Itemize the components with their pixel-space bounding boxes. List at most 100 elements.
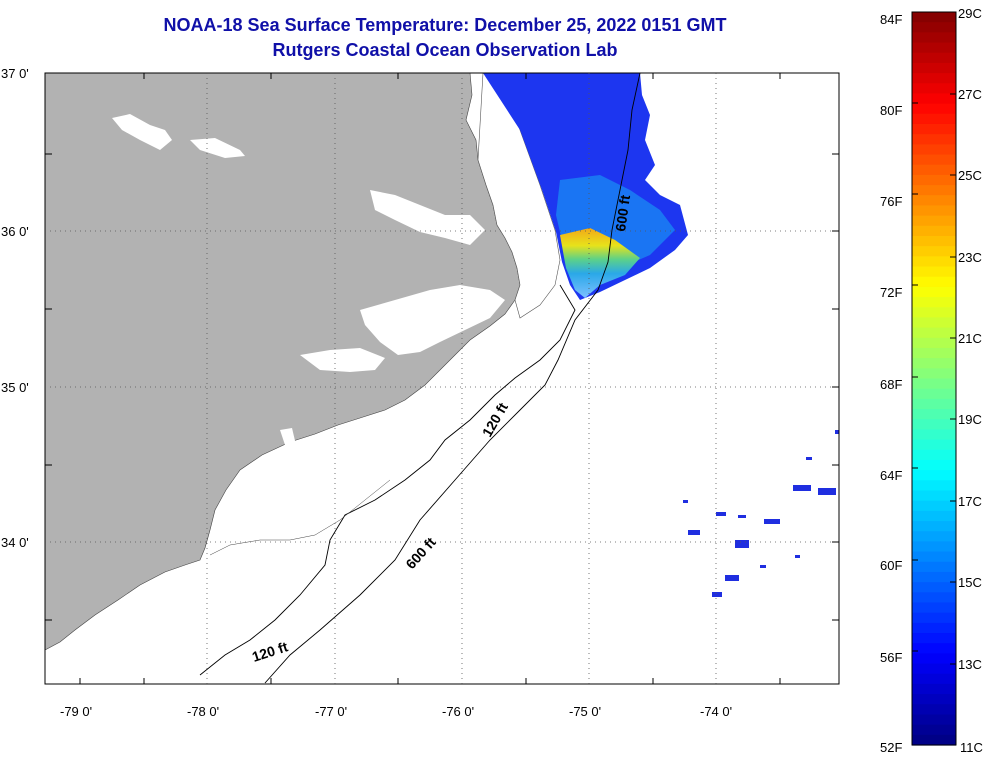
colorbar-c-13: 13C: [958, 657, 982, 672]
sound-albemarle: [370, 190, 485, 245]
colorbar-cell: [912, 103, 956, 115]
colorbar-cell: [912, 378, 956, 390]
map-frame: [44, 72, 840, 685]
lon-label-77: -77 0': [315, 704, 347, 719]
colorbar-cell: [912, 123, 956, 135]
colorbar-cell: [912, 734, 956, 746]
colorbar-cell: [912, 429, 956, 441]
colorbar-f-68: 68F: [880, 377, 902, 392]
colorbar-f-80: 80F: [880, 103, 902, 118]
colorbar-c-17: 17C: [958, 494, 982, 509]
colorbar-c-15: 15C: [958, 575, 982, 590]
lon-label-74: -74 0': [700, 704, 732, 719]
colorbar-cell: [912, 62, 956, 74]
coastline-detail: [209, 479, 391, 556]
graticule: [45, 73, 839, 684]
colorbar-cell: [912, 714, 956, 726]
map-subtitle: Rutgers Coastal Ocean Observation Lab: [272, 40, 618, 60]
colorbar-cell: [912, 215, 956, 227]
lon-label-75: -75 0': [569, 704, 601, 719]
sound-inlet: [112, 114, 172, 150]
colorbar-c-11: 11C: [960, 740, 983, 755]
colorbar-c-29: 29C: [958, 6, 982, 21]
colorbar-c-19: 19C: [958, 412, 982, 427]
colorbar-ticks: [912, 93, 956, 665]
colorbar-cell: [912, 225, 956, 237]
colorbar-cell: [912, 490, 956, 502]
lake: [190, 138, 245, 158]
colorbar-cell: [912, 683, 956, 695]
colorbar-cell: [912, 643, 956, 654]
colorbar-cell: [912, 144, 956, 156]
colorbar-c-23: 23C: [958, 250, 982, 265]
sst-swath-warm: [560, 228, 640, 298]
colorbar-cell: [912, 307, 956, 319]
lat-label-36: 36 0': [1, 224, 29, 239]
colorbar-f-60: 60F: [880, 558, 902, 573]
colorbar-cell: [912, 633, 956, 644]
colorbar-cell: [912, 317, 956, 329]
colorbar-c-21: 21C: [958, 331, 982, 346]
colorbar-cell: [912, 327, 956, 339]
colorbar-cell: [912, 521, 956, 532]
colorbar-cell: [912, 622, 956, 634]
colorbar-c-27: 27C: [958, 87, 982, 102]
colorbar-cell: [912, 551, 956, 563]
colorbar-f-56: 56F: [880, 650, 902, 665]
colorbar-cell: [912, 612, 956, 624]
colorbar-cell: [912, 266, 956, 278]
colorbar-cell: [912, 256, 956, 268]
contour-label-600ft-north: 600 ft: [612, 194, 633, 233]
colorbar-cell: [912, 510, 956, 522]
axis-ticks: [45, 73, 839, 684]
colorbar-f-84: 84F: [880, 12, 902, 27]
colorbar-cell: [912, 470, 956, 481]
colorbar-cell: [912, 398, 956, 410]
colorbar-cells: [912, 12, 956, 746]
colorbar-cell: [912, 154, 956, 166]
colorbar-cell: [912, 582, 956, 593]
colorbar-cell: [912, 409, 956, 420]
colorbar-cell: [912, 246, 956, 257]
colorbar-cell: [912, 459, 956, 471]
colorbar-cell: [912, 449, 956, 461]
colorbar-cell: [912, 531, 956, 542]
colorbar-cell: [912, 205, 956, 217]
colorbar-cell: [912, 602, 956, 614]
colorbar-cell: [912, 235, 956, 247]
colorbar-c-25: 25C: [958, 168, 982, 183]
colorbar-cell: [912, 174, 956, 186]
river-neuse: [300, 348, 385, 372]
colorbar-cell: [912, 195, 956, 207]
colorbar-cell: [912, 368, 956, 380]
colorbar-cell: [912, 724, 956, 736]
colorbar-cell: [912, 561, 956, 573]
lon-label-79: -79 0': [60, 704, 92, 719]
colorbar-f-72: 72F: [880, 285, 902, 300]
map-title: NOAA-18 Sea Surface Temperature: Decembe…: [163, 15, 727, 35]
outer-banks-strip: [477, 72, 561, 319]
colorbar-cell: [912, 276, 956, 288]
colorbar-f-64: 64F: [880, 468, 902, 483]
lon-label-76: -76 0': [442, 704, 474, 719]
colorbar-cell: [912, 52, 956, 64]
colorbar-cell: [912, 592, 956, 604]
colorbar-cell: [912, 571, 956, 583]
lon-label-78: -78 0': [187, 704, 219, 719]
colorbar-cell: [912, 541, 956, 553]
colorbar-cell: [912, 663, 956, 675]
sst-scattered-pixels: [683, 430, 839, 597]
lat-label-34: 34 0': [1, 535, 29, 550]
colorbar-cell: [912, 164, 956, 176]
colorbar-cell: [912, 113, 956, 125]
colorbar-cell: [912, 419, 956, 430]
colorbar-cell: [912, 694, 956, 705]
colorbar-cell: [912, 83, 956, 95]
colorbar-cell: [912, 439, 956, 451]
lat-label-35: 35 0': [1, 380, 29, 395]
colorbar-cell: [912, 337, 956, 349]
colorbar-cell: [912, 704, 956, 716]
contour-600ft: [264, 72, 641, 684]
